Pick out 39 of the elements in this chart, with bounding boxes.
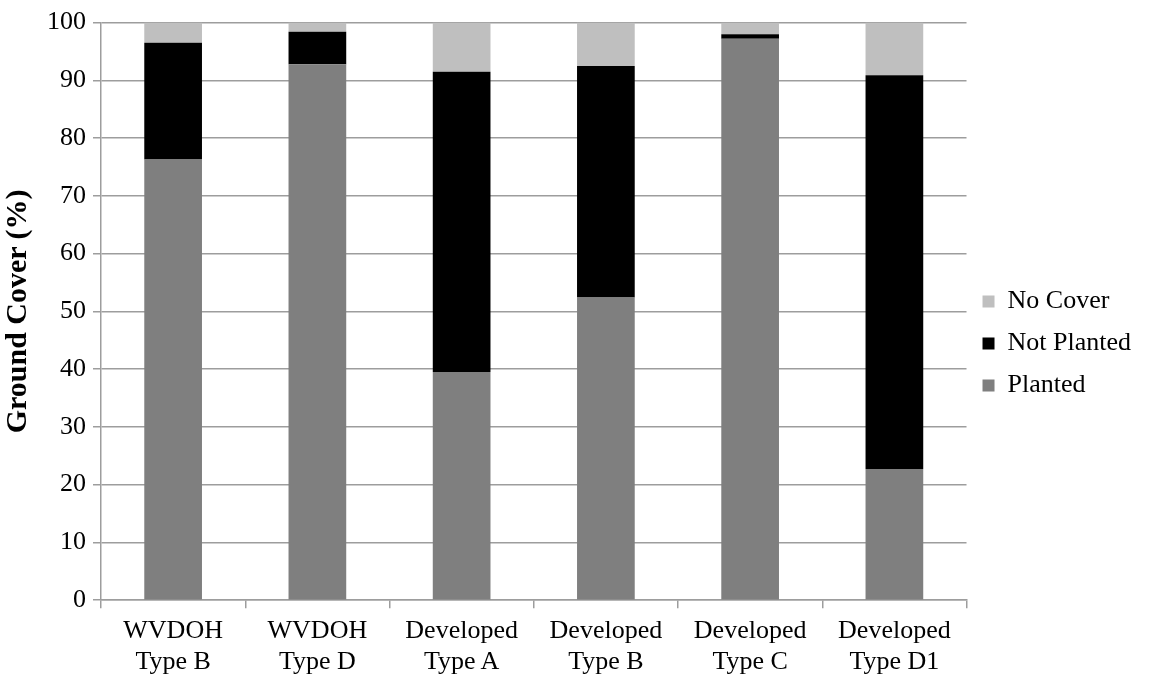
bar [865, 75, 924, 470]
y-tick-label: 80 [60, 121, 86, 151]
bar [865, 469, 924, 600]
y-tick-label: 0 [73, 583, 86, 613]
bar [432, 71, 491, 373]
x-tick-label: Developed Type D1 [838, 615, 951, 675]
bar [577, 297, 635, 600]
legend-label: Not Planted [1007, 327, 1132, 357]
x-tick-label: Developed Type B [549, 615, 663, 675]
y-tick-label: 50 [60, 295, 86, 325]
bar [432, 22, 491, 72]
y-tick-label: 70 [60, 179, 86, 209]
bar [721, 22, 779, 35]
x-tick-label: WVDOH Type D [267, 615, 368, 675]
x-tick-label: Developed Type A [405, 615, 518, 675]
bar [577, 22, 635, 66]
bar [577, 65, 635, 298]
bar [288, 31, 347, 65]
x-tick-label: Developed Type C [693, 615, 807, 675]
legend-label: No Cover [1007, 285, 1110, 315]
y-tick-label: 20 [60, 468, 86, 498]
legend-label: Planted [1007, 369, 1086, 399]
bar [288, 64, 347, 600]
bar [288, 22, 347, 32]
y-tick-label: 90 [60, 64, 86, 94]
y-axis-title: Ground Cover (%) [0, 189, 33, 434]
bar [865, 22, 924, 76]
x-tick-label: WVDOH Type B [123, 615, 224, 675]
bar [144, 22, 202, 43]
y-tick-label: 30 [60, 410, 86, 440]
y-tick-label: 60 [60, 237, 86, 267]
bar [721, 34, 779, 39]
bar [144, 159, 202, 600]
y-tick-label: 10 [60, 526, 86, 556]
y-tick-label: 100 [47, 6, 86, 36]
bar [144, 42, 202, 160]
bar [432, 372, 491, 600]
y-tick-label: 40 [60, 352, 86, 382]
bar [721, 38, 779, 600]
